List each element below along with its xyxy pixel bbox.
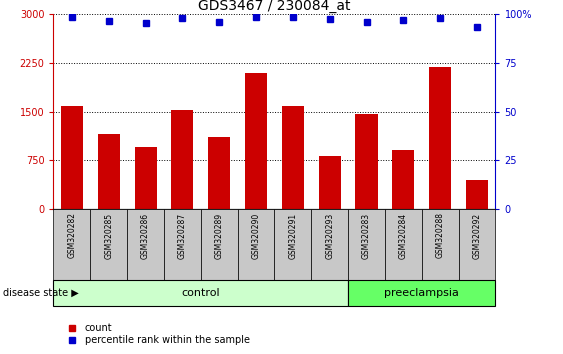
Text: GSM320287: GSM320287	[178, 212, 187, 258]
Text: GSM320292: GSM320292	[472, 212, 481, 258]
Title: GDS3467 / 230084_at: GDS3467 / 230084_at	[198, 0, 351, 13]
Text: GSM320286: GSM320286	[141, 212, 150, 258]
Text: GSM320290: GSM320290	[252, 212, 261, 259]
Bar	[385, 209, 422, 280]
Bar	[429, 67, 451, 209]
Bar	[275, 209, 311, 280]
Text: GSM320282: GSM320282	[68, 212, 77, 258]
Text: GSM320283: GSM320283	[362, 212, 371, 258]
Legend: count, percentile rank within the sample: count, percentile rank within the sample	[59, 319, 253, 349]
Text: GSM320284: GSM320284	[399, 212, 408, 258]
Bar	[282, 106, 304, 209]
Text: control: control	[181, 288, 220, 298]
Bar	[245, 73, 267, 209]
Text: GSM320289: GSM320289	[215, 212, 224, 258]
Bar	[311, 209, 348, 280]
Bar	[127, 209, 164, 280]
Bar	[348, 280, 495, 306]
Text: preeclampsia: preeclampsia	[385, 288, 459, 298]
Bar	[459, 209, 495, 280]
Text: GSM320293: GSM320293	[325, 212, 334, 259]
Bar	[208, 137, 230, 209]
Bar	[135, 147, 157, 209]
Bar	[466, 180, 488, 209]
Bar	[171, 110, 194, 209]
Bar	[164, 209, 201, 280]
Text: GSM320285: GSM320285	[104, 212, 113, 258]
Bar	[61, 106, 83, 209]
Bar	[53, 209, 90, 280]
Bar	[238, 209, 275, 280]
Bar	[355, 114, 378, 209]
Bar	[53, 280, 348, 306]
Bar	[201, 209, 238, 280]
Bar	[98, 134, 120, 209]
Text: disease state ▶: disease state ▶	[3, 288, 79, 298]
Text: GSM320288: GSM320288	[436, 212, 445, 258]
Bar	[392, 150, 414, 209]
Bar	[422, 209, 459, 280]
Bar	[90, 209, 127, 280]
Bar	[348, 209, 385, 280]
Text: GSM320291: GSM320291	[288, 212, 297, 258]
Bar	[319, 156, 341, 209]
